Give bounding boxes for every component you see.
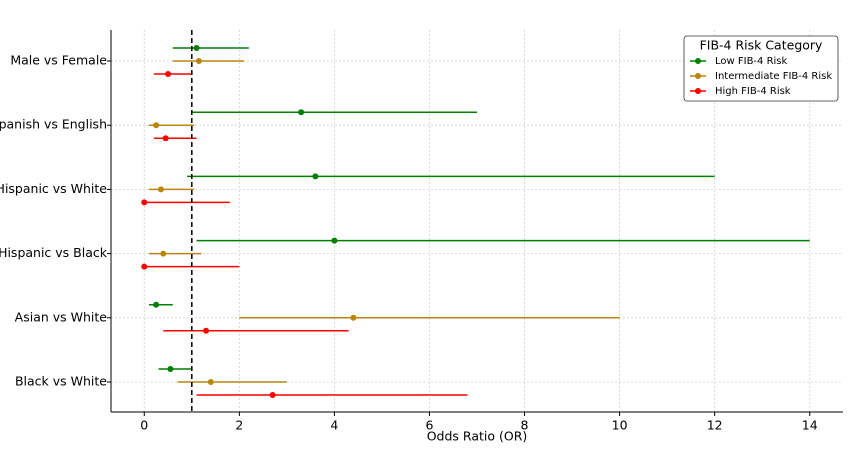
point xyxy=(207,379,214,385)
point xyxy=(157,186,164,193)
x-tick-label: 6 xyxy=(425,418,433,433)
y-tick-label: Asian vs White xyxy=(15,309,108,324)
x-tick-label: 4 xyxy=(330,418,338,433)
y-tick-label: Male vs Female xyxy=(10,53,107,68)
point xyxy=(193,45,200,51)
x-tick-label: 0 xyxy=(140,418,148,433)
x-tick-label: 12 xyxy=(707,418,723,433)
point xyxy=(350,314,357,321)
legend: FIB-4 Risk Category Low FIB-4 Risk Interme… xyxy=(683,35,839,102)
point xyxy=(153,122,160,129)
point xyxy=(141,199,148,206)
x-tick-label: 2 xyxy=(235,418,243,433)
point xyxy=(331,237,338,244)
legend-label: High FIB-4 Risk xyxy=(715,86,791,97)
point xyxy=(167,366,174,372)
legend-label: Low FIB-4 Risk xyxy=(715,56,788,67)
point xyxy=(195,58,202,64)
point xyxy=(165,71,172,77)
legend-marker xyxy=(695,88,701,94)
x-tick-label: 14 xyxy=(802,418,818,433)
x-tick-label: 8 xyxy=(521,418,529,433)
legend-title: FIB-4 Risk Category xyxy=(700,38,823,53)
x-tick-label: 10 xyxy=(612,418,628,433)
point xyxy=(141,263,148,270)
legend-label: Intermediate FIB-4 Risk xyxy=(715,71,832,82)
y-tick-label: Hispanic vs Black xyxy=(0,245,108,260)
legend-marker xyxy=(695,73,701,79)
legend-marker xyxy=(695,58,701,64)
point xyxy=(160,250,167,257)
x-axis-label: Odds Ratio (OR) xyxy=(427,429,528,444)
y-tick-label: Spanish vs English xyxy=(0,117,107,132)
point xyxy=(203,327,210,334)
point xyxy=(298,109,305,116)
legend-box xyxy=(683,35,839,102)
point xyxy=(153,301,160,308)
point xyxy=(162,135,169,142)
point xyxy=(312,173,319,180)
y-tick-label: Hispanic vs White xyxy=(0,181,107,196)
point xyxy=(269,392,276,398)
y-tick-label: Black vs White xyxy=(15,374,107,389)
